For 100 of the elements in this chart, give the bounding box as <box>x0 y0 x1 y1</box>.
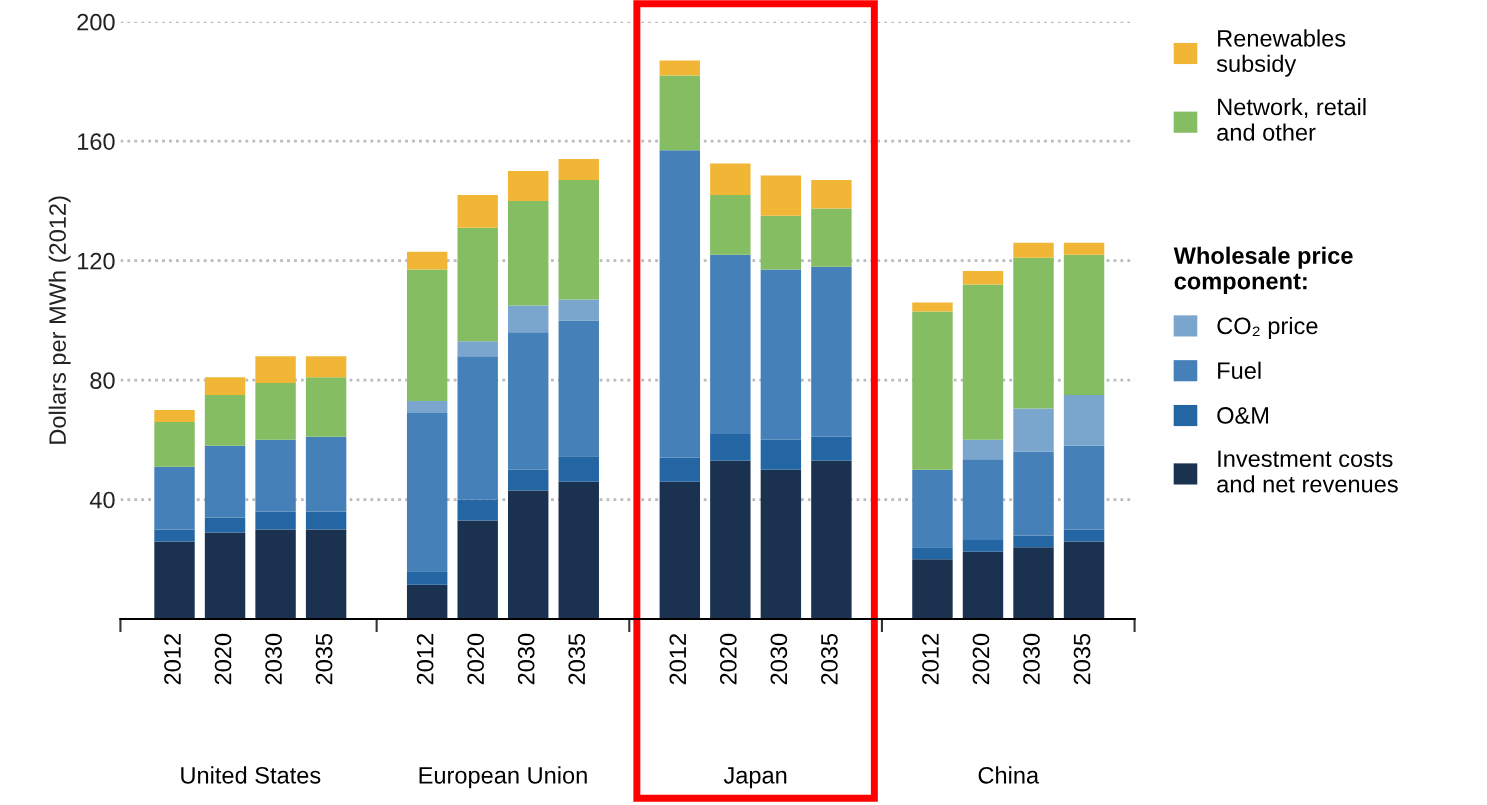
bar <box>659 481 701 620</box>
bar <box>760 469 802 620</box>
bar <box>154 421 195 467</box>
bar <box>1013 408 1054 452</box>
bar <box>1063 254 1105 396</box>
bar <box>406 251 448 270</box>
bar <box>659 75 701 151</box>
bar <box>255 529 296 620</box>
bar <box>154 466 195 530</box>
bar <box>457 341 498 357</box>
bar <box>558 456 599 482</box>
bar <box>710 163 751 195</box>
bar <box>659 457 701 482</box>
bar <box>457 194 498 228</box>
text: European Union <box>419 766 587 789</box>
text: China <box>978 766 1040 784</box>
bar <box>912 469 953 548</box>
bar <box>154 541 195 620</box>
bar <box>912 302 953 312</box>
bar <box>710 433 751 461</box>
x-tick-label: 2035 <box>821 633 838 685</box>
text: United States <box>181 766 321 784</box>
bar <box>962 459 1004 540</box>
bar <box>305 356 347 378</box>
bar <box>508 305 549 333</box>
x-tick-label: 2030 <box>770 633 788 685</box>
bar <box>406 269 448 402</box>
x-tick-label: 2012 <box>922 634 939 685</box>
legend-label: Renewables subsidy <box>1216 29 1346 77</box>
bar <box>659 150 701 458</box>
bar <box>406 584 448 620</box>
x-tick-label: 2035 <box>315 633 333 685</box>
bar <box>255 383 296 440</box>
bar <box>1013 547 1054 620</box>
bar <box>508 200 549 306</box>
bar <box>508 469 549 491</box>
x-tick-label: 2035 <box>1073 633 1091 685</box>
bar <box>204 532 246 620</box>
bar <box>811 460 852 620</box>
bar <box>154 529 195 542</box>
bar <box>760 439 802 470</box>
bar <box>1063 445 1105 530</box>
legend-label: Fuel <box>1218 361 1261 380</box>
bar <box>962 439 1004 460</box>
x-tick-label: 2035 <box>568 633 586 685</box>
y-axis-title: Dollars per MWh (2012) <box>48 196 71 444</box>
bar <box>558 159 599 181</box>
x-tick-label: 2020 <box>467 633 485 685</box>
legend-label: Investment costs and net revenues <box>1217 450 1398 493</box>
bar <box>710 460 751 620</box>
bar <box>457 227 498 342</box>
bar <box>204 445 246 518</box>
legend-title: Wholesale price component: <box>1173 246 1353 295</box>
y-tick-label: 160 <box>78 133 115 150</box>
legend-label: Network, retail and other <box>1217 97 1366 141</box>
text: Japan <box>723 767 787 789</box>
bar <box>912 311 953 470</box>
bar <box>204 377 246 396</box>
bar <box>659 60 701 76</box>
bar <box>811 266 852 437</box>
bar <box>305 377 347 437</box>
bar <box>406 412 448 572</box>
bar <box>760 215 802 270</box>
bar <box>305 511 347 530</box>
bar <box>204 395 246 446</box>
bar <box>760 175 802 216</box>
bar <box>457 520 498 620</box>
x-tick-label: 2012 <box>164 634 181 685</box>
bar <box>406 401 448 413</box>
bar <box>710 194 751 255</box>
bar <box>1063 242 1105 255</box>
y-tick-label: 200 <box>77 13 115 31</box>
y-tick-label: 80 <box>90 372 115 389</box>
bar <box>204 517 246 533</box>
bar <box>1013 257 1054 409</box>
bar <box>457 356 498 500</box>
bar <box>255 356 296 384</box>
bar <box>558 299 599 321</box>
bar <box>255 511 296 530</box>
x-tick-label: 2012 <box>416 634 434 685</box>
x-tick-label: 2020 <box>972 633 990 685</box>
bar <box>1013 242 1054 258</box>
bar <box>962 551 1004 620</box>
bar <box>305 436 347 512</box>
bar <box>760 269 802 440</box>
legend-label: CO₂ price <box>1217 316 1318 339</box>
x-tick-label: 2020 <box>214 633 232 685</box>
x-tick-label: 2020 <box>719 633 737 685</box>
bar <box>1063 541 1105 620</box>
bar <box>508 171 549 201</box>
bar <box>710 254 751 434</box>
bar <box>962 284 1004 440</box>
bar <box>558 481 599 620</box>
bar <box>508 490 549 620</box>
y-tick-label: 40 <box>89 491 115 509</box>
bar <box>962 271 1004 285</box>
x-tick-label: 2030 <box>1023 633 1040 685</box>
bar <box>912 547 953 560</box>
x-tick-label: 2030 <box>517 633 535 685</box>
bar <box>811 180 852 209</box>
